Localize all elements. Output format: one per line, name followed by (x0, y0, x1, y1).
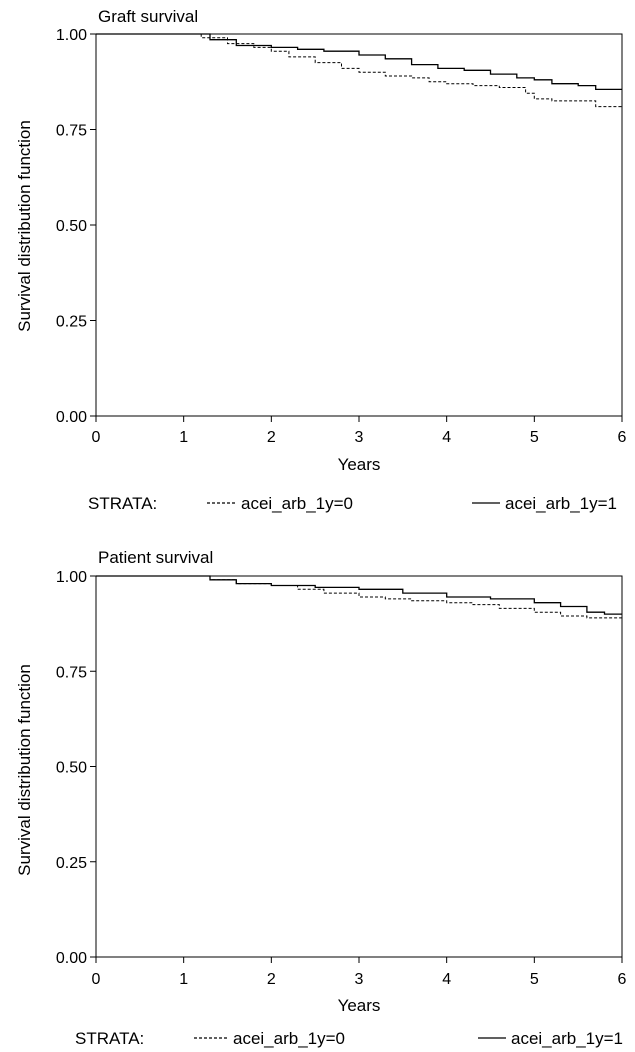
legend-label: acei_arb_1y=0 (233, 1029, 345, 1048)
y-tick-label: 1.00 (56, 569, 87, 586)
x-tick-label: 1 (179, 429, 188, 446)
y-tick-label: 0.00 (56, 950, 87, 967)
legend-label: acei_arb_1y=1 (505, 494, 617, 513)
x-tick-label: 5 (530, 429, 539, 446)
x-tick-label: 6 (618, 429, 627, 446)
y-tick-label: 1.00 (56, 27, 87, 44)
patient-survival-panel: Patient survival 0.00 0.25 0.50 0.75 1.00 0 1 2 3… (15, 548, 627, 1048)
x-tick-label: 3 (355, 971, 364, 988)
chart-title: Patient survival (98, 548, 213, 567)
y-axis-label: Survival distribution function (15, 664, 34, 876)
legend-title: STRATA: (88, 494, 157, 513)
graft-survival-panel: Graft survival 0.00 0.25 0.50 0.75 1.00 0 1 2 3 4 5… (15, 7, 627, 513)
plot-frame (95, 575, 623, 958)
legend-title: STRATA: (75, 1029, 144, 1048)
x-tick-label: 4 (442, 429, 451, 446)
series-line-acei-arb-1 (96, 575, 622, 615)
x-tick-label: 6 (618, 971, 627, 988)
x-tick-label: 4 (442, 971, 451, 988)
y-tick-label: 0.75 (56, 123, 87, 140)
x-tick-label: 2 (267, 971, 276, 988)
x-tick-label: 0 (92, 429, 101, 446)
y-axis-label: Survival distribution function (15, 120, 34, 332)
y-tick-label: 0.75 (56, 664, 87, 681)
x-tick-label: 1 (179, 971, 188, 988)
x-tick-label: 2 (267, 429, 276, 446)
chart-title: Graft survival (98, 7, 198, 26)
y-tick-label: 0.25 (56, 855, 87, 872)
x-tick-label: 3 (355, 429, 364, 446)
plot-frame (95, 33, 623, 417)
series-line-acei-arb-1 (96, 33, 622, 91)
x-axis-label: Years (338, 996, 381, 1015)
x-tick-label: 0 (92, 971, 101, 988)
x-tick-label: 5 (530, 971, 539, 988)
legend-label: acei_arb_1y=1 (511, 1029, 623, 1048)
y-tick-label: 0.50 (56, 218, 87, 235)
y-tick-label: 0.50 (56, 760, 87, 777)
legend-label: acei_arb_1y=0 (241, 494, 353, 513)
series-line-acei-arb-0 (96, 575, 623, 620)
x-axis-label: Years (338, 455, 381, 474)
series-line-acei-arb-0 (96, 33, 622, 108)
y-tick-label: 0.25 (56, 314, 87, 331)
y-tick-label: 0.00 (56, 409, 87, 426)
